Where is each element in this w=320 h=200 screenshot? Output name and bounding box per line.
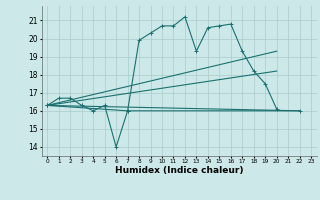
X-axis label: Humidex (Indice chaleur): Humidex (Indice chaleur) — [115, 166, 244, 175]
